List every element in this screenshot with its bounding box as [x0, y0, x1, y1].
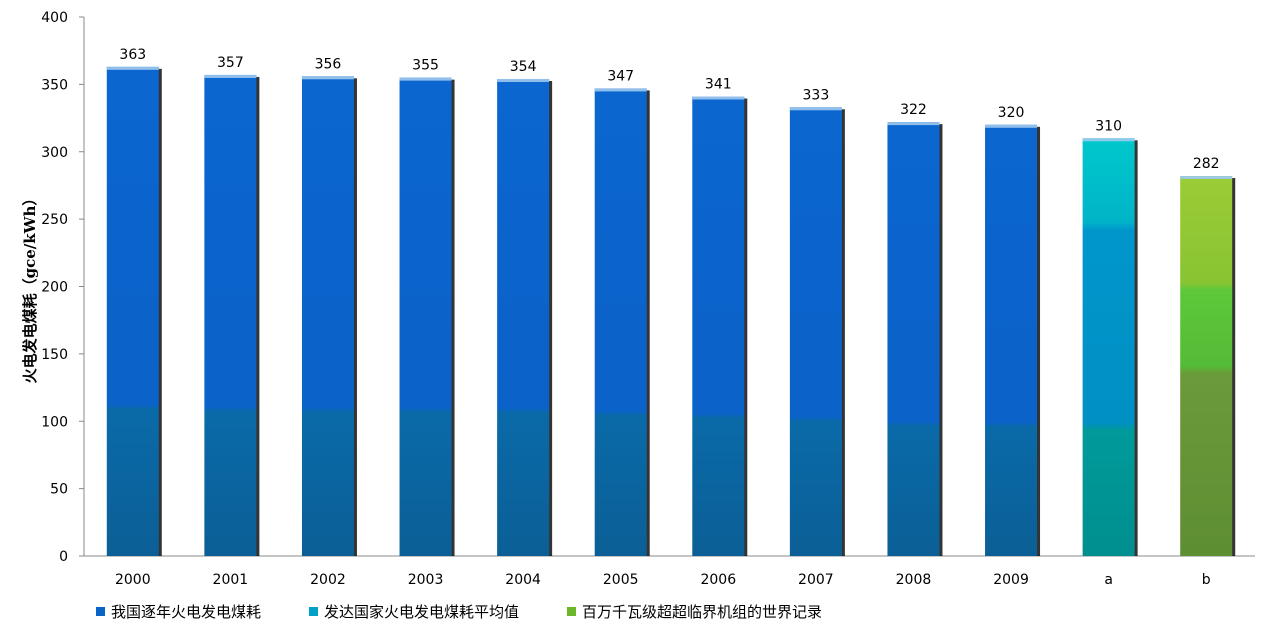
legend-swatch	[309, 607, 319, 616]
legend-label: 百万千瓦级超超临界机组的世界记录	[582, 603, 823, 621]
x-tick-label: 2007	[798, 572, 834, 588]
data-label: 347	[607, 68, 634, 84]
bar	[594, 88, 647, 556]
bar-top-cap	[594, 88, 647, 92]
y-tick-label: 400	[41, 10, 68, 26]
y-tick-label: 250	[41, 212, 68, 228]
legend-item: 百万千瓦级超超临界机组的世界记录	[567, 601, 822, 622]
bar-top-cap	[301, 76, 354, 80]
x-tick-label: 2005	[603, 572, 639, 588]
bar-top-cap	[985, 124, 1038, 128]
data-label: 356	[315, 56, 342, 72]
bar	[1082, 138, 1135, 556]
bar-top-cap	[692, 96, 745, 100]
y-tick-label: 350	[41, 77, 68, 93]
data-label: 333	[803, 87, 830, 103]
bar-top-cap	[399, 77, 452, 81]
bar-chart: 0 50 100 150 200 250 300 350 400 2000 2001 2002 2003…	[21, 10, 1255, 588]
x-tick-label: 2004	[505, 572, 541, 588]
legend-label: 我国逐年火电发电煤耗	[111, 603, 262, 621]
bar	[887, 122, 940, 556]
bar-top-cap	[887, 122, 940, 126]
bar-top-cap	[789, 107, 842, 111]
bar-top-cap	[204, 74, 257, 78]
legend-swatch	[96, 607, 105, 616]
x-tick-label: b	[1202, 572, 1211, 588]
y-tick-label: 300	[41, 145, 68, 161]
bar	[985, 124, 1038, 557]
bar-top-cap	[1082, 138, 1135, 142]
bar	[692, 96, 745, 556]
legend-label: 发达国家火电发电煤耗平均值	[324, 603, 520, 621]
data-label: 357	[217, 55, 244, 71]
data-label: 355	[412, 58, 439, 74]
bar	[106, 66, 159, 557]
bar-top-cap	[1180, 176, 1233, 180]
y-tick-label: 200	[41, 280, 68, 296]
y-tick-label: 150	[41, 347, 68, 363]
legend-item: 发达国家火电发电煤耗平均值	[309, 601, 519, 622]
x-tick-label: 2001	[213, 572, 249, 588]
axes: 0 50 100 150 200 250 300 350 400 2000 2001 2002 2003…	[41, 10, 1255, 588]
legend-swatch	[567, 607, 577, 616]
data-label: 354	[510, 59, 537, 75]
bar	[789, 107, 842, 556]
x-tick-label: 2002	[310, 572, 346, 588]
data-label: 320	[998, 105, 1025, 121]
y-tick-label: 100	[41, 414, 68, 430]
x-tick-label: 2009	[993, 572, 1029, 588]
x-tick-label: 2008	[896, 572, 932, 588]
bar	[399, 77, 452, 556]
x-tick-label: 2000	[115, 572, 151, 588]
y-tick-label: 0	[59, 549, 68, 565]
bar-top-cap	[106, 66, 159, 70]
y-axis-label: 火电发电煤耗（gce/kWh）	[21, 191, 39, 384]
data-label: 310	[1095, 118, 1122, 134]
bar-top-cap	[497, 78, 550, 82]
legend: 我国逐年火电发电煤耗 发达国家火电发电煤耗平均值 百万千瓦级超超临界机组的世界记录	[96, 601, 822, 622]
x-tick-label: 2006	[700, 572, 736, 588]
bar	[204, 74, 257, 556]
data-label: 322	[900, 102, 927, 118]
bars: 363 357 356 355 354 347 341 333 322 320 310 282	[106, 47, 1236, 557]
legend-item: 我国逐年火电发电煤耗	[96, 601, 261, 622]
y-tick-label: 50	[50, 482, 68, 498]
x-tick-label: 2003	[408, 572, 444, 588]
data-label: 282	[1193, 156, 1220, 172]
bar	[301, 76, 354, 556]
bar	[497, 78, 550, 557]
x-tick-label: a	[1104, 572, 1113, 588]
data-label: 363	[119, 47, 146, 63]
bar	[1180, 176, 1233, 556]
data-label: 341	[705, 77, 732, 93]
